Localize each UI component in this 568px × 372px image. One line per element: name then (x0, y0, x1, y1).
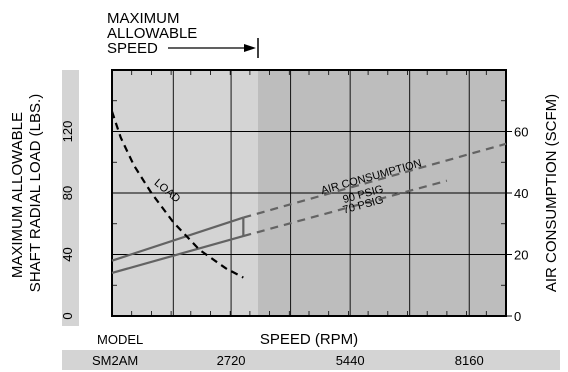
left-axis-ticks: 0 40 80 120 (60, 121, 75, 320)
x-axis-ticks: 2720 5440 8160 (217, 353, 484, 368)
x-tick-label: 2720 (217, 353, 246, 368)
x-tick-label: 8160 (455, 353, 484, 368)
left-tick-label: 80 (60, 186, 75, 200)
load-curve (110, 111, 244, 279)
series-dashed-line (243, 179, 448, 238)
left-axis-band (62, 70, 79, 326)
max-speed-annotation: MAXIMUM ALLOWABLE SPEED (107, 10, 202, 57)
left-tick-label: 0 (60, 312, 75, 319)
series-lines (110, 111, 507, 279)
right-tick-label: 60 (514, 125, 528, 140)
grid-lines (112, 70, 506, 316)
series-solid-line (111, 234, 244, 275)
model-label: MODEL (97, 332, 143, 347)
x-axis-title: SPEED (RPM) (260, 331, 358, 348)
left-axis-title: MAXIMUM ALLOWABLE SHAFT RADIAL LOAD (LBS… (9, 94, 44, 292)
model-name: SM2AM (92, 353, 138, 368)
right-axis-title: AIR CONSUMPTION (SCFM) (543, 94, 560, 292)
series-dashed-line (243, 142, 507, 219)
left-tick-label: 40 (60, 247, 75, 261)
left-tick-label: 120 (60, 121, 75, 143)
series-solid-line (111, 216, 244, 262)
x-tick-label: 5440 (336, 353, 365, 368)
max-speed-arrowhead (244, 44, 256, 52)
right-tick-label: 40 (514, 186, 528, 201)
right-tick-label: 0 (514, 309, 521, 324)
right-tick-label: 20 (514, 248, 528, 263)
right-axis-ticks: 0 20 40 60 (506, 125, 528, 324)
bottom-axis-band (62, 350, 560, 370)
